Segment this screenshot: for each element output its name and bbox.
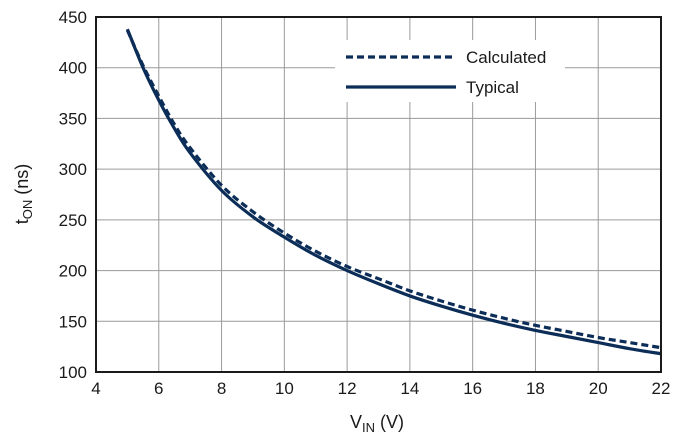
y-tick-labels: 100 150 200 250 300 350 400 450: [59, 8, 87, 382]
y-tick-label: 350: [59, 109, 87, 128]
y-tick-label: 100: [59, 363, 87, 382]
x-tick-label: 6: [154, 379, 163, 398]
y-tick-label: 250: [59, 211, 87, 230]
y-tick-label: 200: [59, 262, 87, 281]
x-tick-label: 18: [526, 379, 545, 398]
y-tick-label: 400: [59, 59, 87, 78]
x-tick-label: 14: [400, 379, 419, 398]
x-tick-labels: 4 6 8 10 12 14 16 18 20 22: [91, 379, 670, 398]
x-tick-label: 8: [217, 379, 226, 398]
legend-background: [335, 40, 565, 102]
y-tick-label: 300: [59, 160, 87, 179]
x-tick-label: 12: [338, 379, 357, 398]
y-axis-label: tON (ns): [12, 164, 35, 225]
x-tick-label: 10: [275, 379, 294, 398]
x-tick-label: 22: [652, 379, 671, 398]
y-tick-label: 150: [59, 312, 87, 331]
legend: Calculated Typical: [335, 40, 565, 102]
legend-label-calculated: Calculated: [466, 48, 546, 67]
legend-label-typical: Typical: [466, 78, 519, 97]
x-tick-label: 20: [589, 379, 608, 398]
series-layer: [125, 28, 662, 356]
x-axis-label: VIN (V): [350, 412, 404, 435]
x-tick-label: 4: [91, 379, 100, 398]
y-tick-label: 450: [59, 8, 87, 27]
series-line-typical: [125, 28, 662, 356]
x-tick-label: 16: [463, 379, 482, 398]
plot-frame: [95, 16, 662, 373]
